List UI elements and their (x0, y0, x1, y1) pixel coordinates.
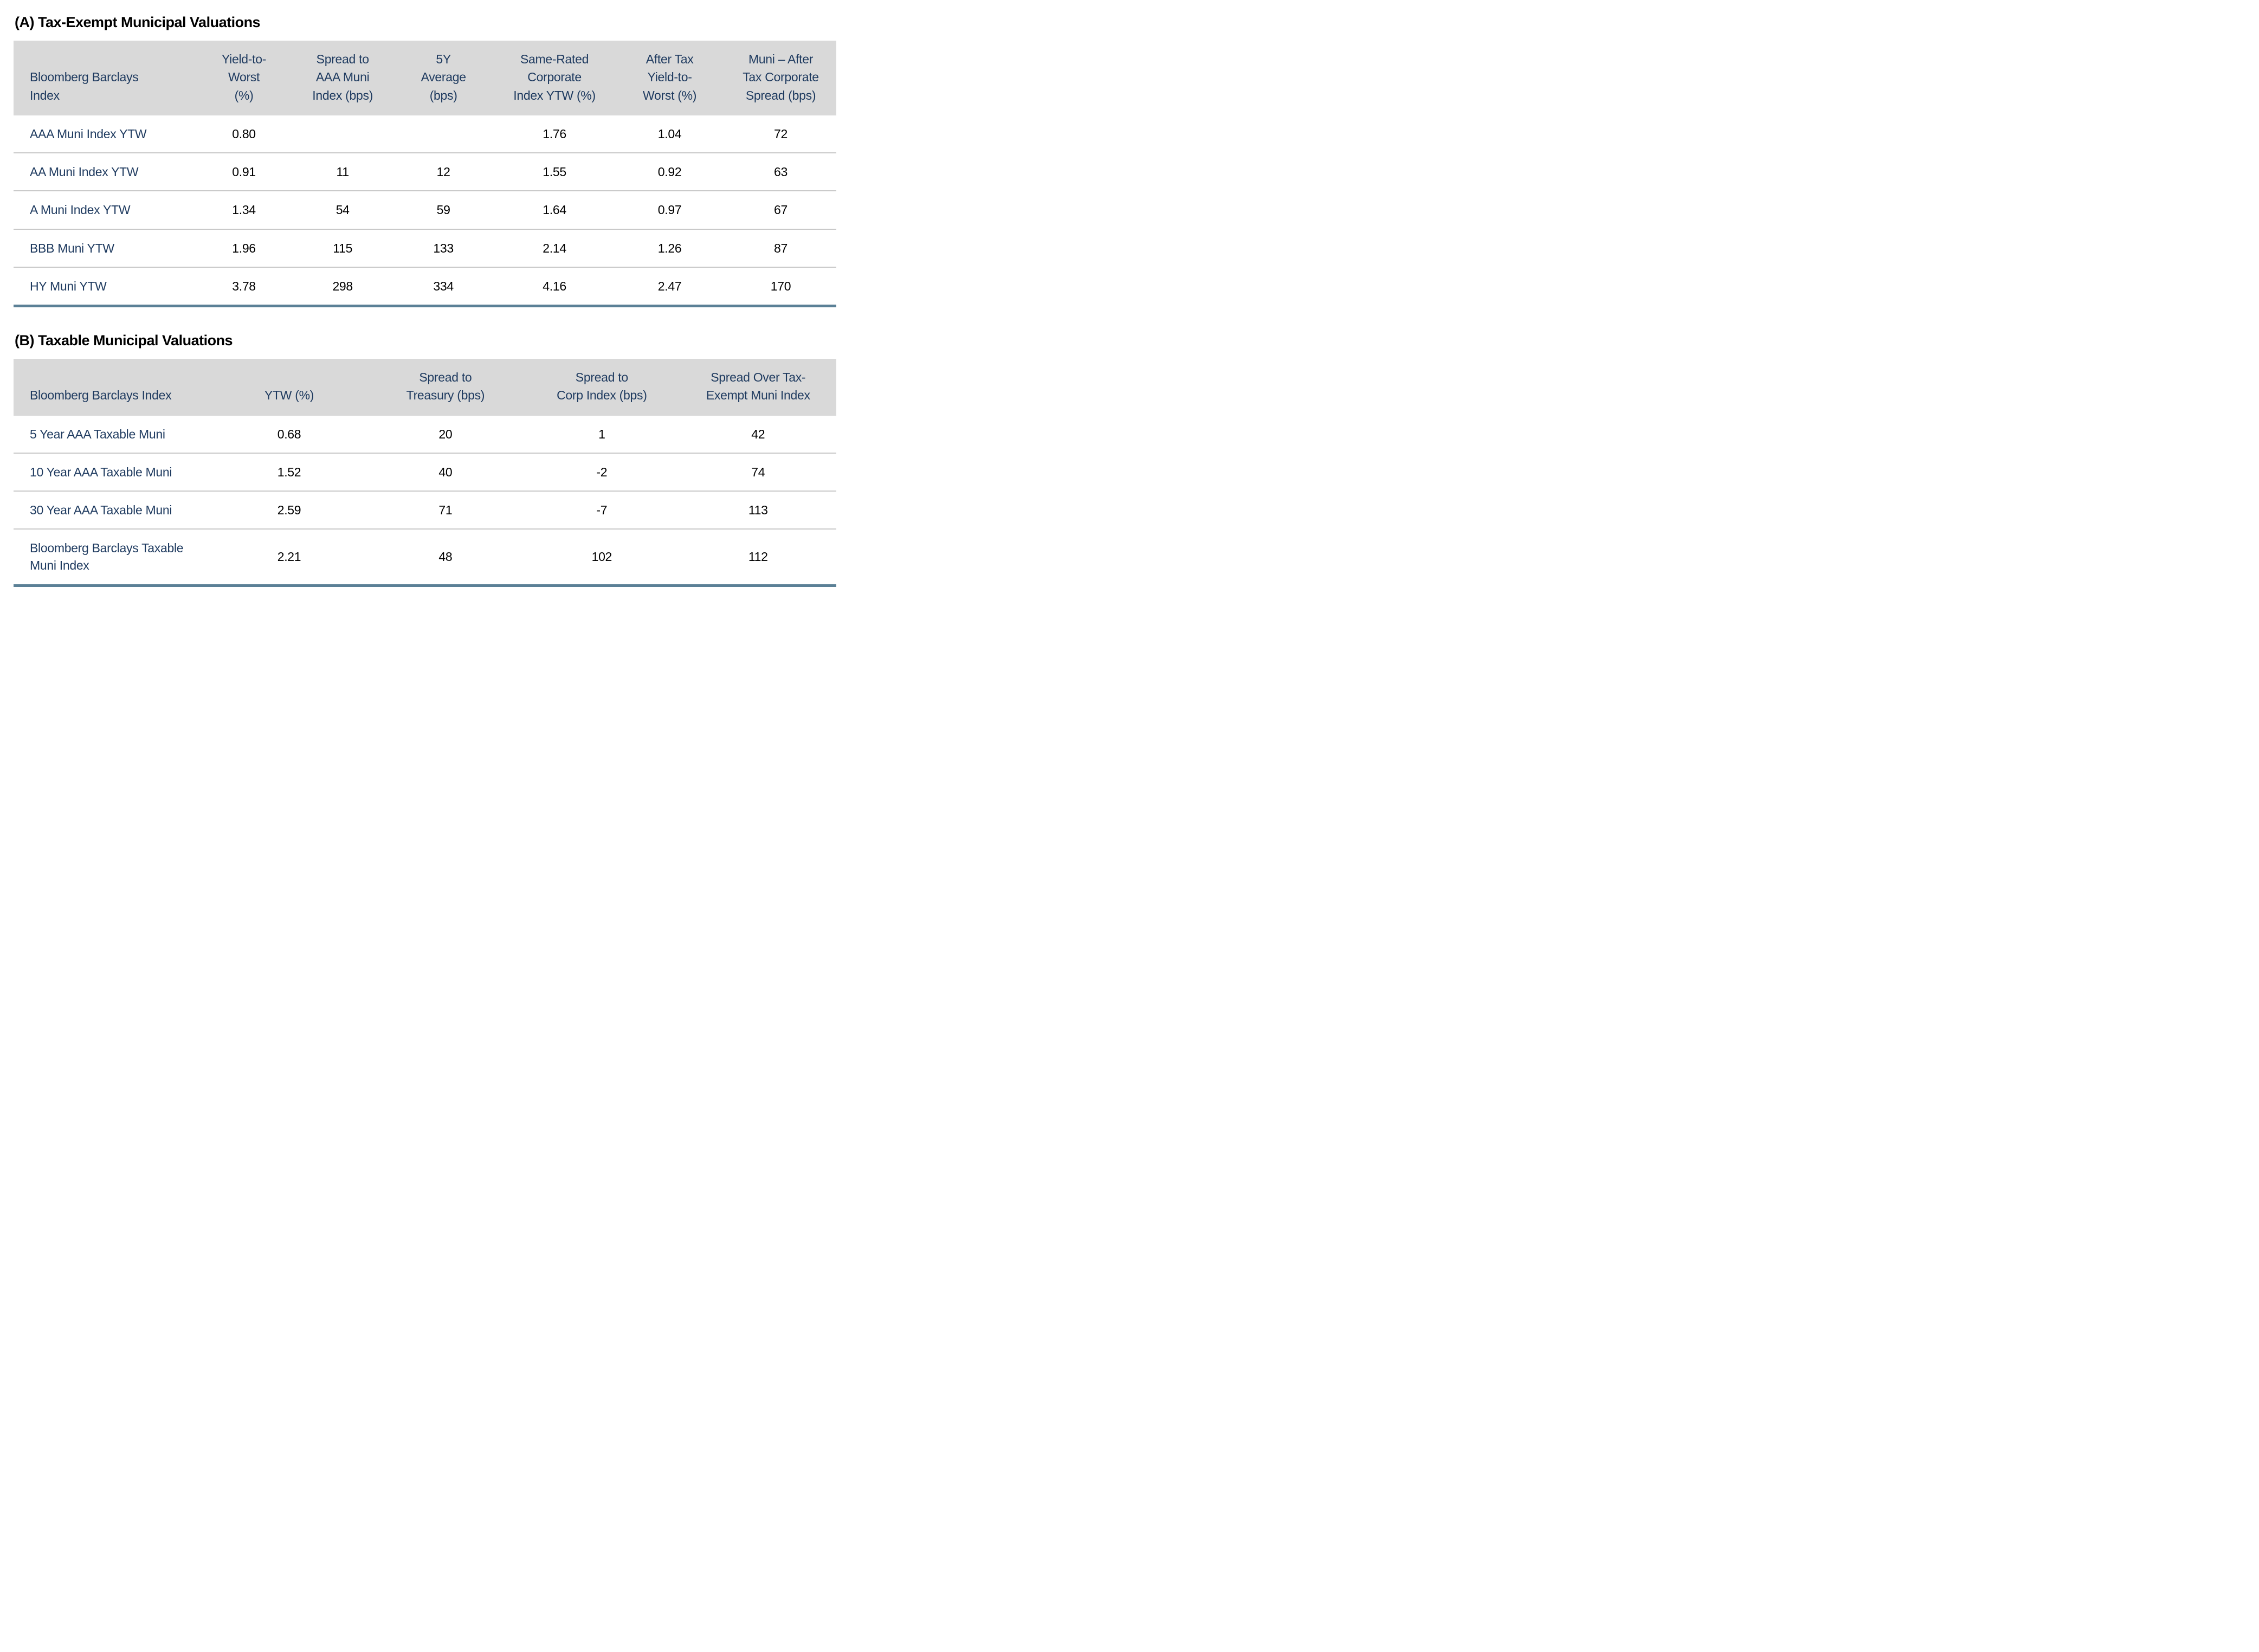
header-row: Bloomberg Barclays Index YTW (%) Spread to… (14, 358, 836, 416)
value-cell: 2.21 (211, 528, 367, 586)
value-cell: 72 (774, 127, 788, 141)
table-row: Bloomberg Barclays Taxable Muni Index 2.2… (14, 528, 836, 586)
value-cell: 1.26 (614, 228, 726, 267)
section-a-title: (A) Tax-Exempt Municipal Valuations (15, 14, 261, 30)
value-cell: 334 (392, 266, 495, 306)
value-cell: 298 (293, 266, 392, 306)
value-cell (392, 115, 495, 153)
value-cell: 2.14 (495, 228, 615, 267)
value-cell: 113 (680, 491, 836, 530)
value-cell: 2.47 (614, 266, 726, 306)
value-cell: -2 (524, 452, 680, 492)
exhibit-page: (A) Tax-Exempt Municipal Valuations Bloo… (0, 0, 850, 621)
value-cell: 112 (680, 528, 836, 586)
value-cell: 12 (392, 152, 495, 191)
index-label: A Muni Index YTW (14, 190, 195, 229)
value-cell (293, 115, 392, 153)
table-row: HY Muni YTW 3.78 298 334 4.16 2.47 170 (14, 266, 836, 306)
value-cell: 42 (751, 427, 765, 441)
taxable-valuations-table: Bloomberg Barclays Index YTW (%) Spread to… (14, 358, 836, 587)
index-label: HY Muni YTW (14, 266, 195, 306)
index-label: AAA Muni Index YTW (30, 127, 147, 141)
index-label: BBB Muni YTW (14, 228, 195, 267)
value-cell: 71 (367, 491, 524, 530)
table-row: AA Muni Index YTW 0.91 11 12 1.55 0.92 63 (14, 152, 836, 191)
value-cell: 1.96 (194, 228, 294, 267)
value-cell: 2.59 (211, 491, 367, 530)
value-cell: -7 (524, 491, 680, 530)
value-cell: 1.34 (194, 190, 294, 229)
value-cell: 3.78 (194, 266, 294, 306)
value-cell: 1.76 (543, 127, 566, 141)
index-label: Bloomberg Barclays Taxable Muni Index (14, 528, 211, 586)
column-header: 5Y Average (bps) (392, 41, 495, 116)
header-row: Bloomberg Barclays Index Yield-to- Worst … (14, 41, 836, 116)
section-tax-exempt: (A) Tax-Exempt Municipal Valuations Bloo… (14, 14, 836, 307)
column-header: Spread to AAA Muni Index (bps) (293, 41, 392, 116)
value-cell: 1 (598, 427, 605, 441)
value-cell: 170 (725, 266, 836, 306)
section-b-title: (B) Taxable Municipal Valuations (15, 332, 233, 349)
column-header: Muni – After Tax Corporate Spread (bps) (725, 41, 836, 116)
value-cell: 115 (293, 228, 392, 267)
column-header: Yield-to- Worst (%) (194, 41, 294, 116)
value-cell: 1.04 (657, 127, 682, 141)
table-row: 5 Year AAA Taxable Muni 0.68 20 1 42 (14, 416, 836, 453)
value-cell: 1.64 (495, 190, 615, 229)
column-header: YTW (%) (211, 358, 367, 416)
value-cell: 1.52 (211, 452, 367, 492)
index-label: AA Muni Index YTW (14, 152, 195, 191)
value-cell: 87 (725, 228, 836, 267)
index-column-header: Bloomberg Barclays Index (14, 358, 211, 416)
value-cell: 0.92 (614, 152, 726, 191)
value-cell: 0.91 (194, 152, 294, 191)
column-header: After Tax Yield-to- Worst (%) (614, 41, 726, 116)
value-cell: 67 (725, 190, 836, 229)
value-cell: 40 (367, 452, 524, 492)
table-row: A Muni Index YTW 1.34 54 59 1.64 0.97 67 (14, 190, 836, 229)
value-cell: 4.16 (495, 266, 615, 306)
value-cell: 102 (524, 528, 680, 586)
column-header: Spread Over Tax- Exempt Muni Index (680, 358, 836, 416)
table-row: AAA Muni Index YTW 0.80 1.76 1.04 72 (14, 115, 836, 153)
value-cell: 63 (725, 152, 836, 191)
index-label: 5 Year AAA Taxable Muni (30, 427, 165, 441)
index-label: 30 Year AAA Taxable Muni (14, 491, 211, 530)
value-cell: 0.68 (277, 427, 301, 441)
section-taxable: (B) Taxable Municipal Valuations Bloombe… (14, 332, 836, 587)
value-cell: 54 (293, 190, 392, 229)
value-cell: 48 (367, 528, 524, 586)
value-cell: 11 (293, 152, 392, 191)
table-row: 30 Year AAA Taxable Muni 2.59 71 -7 113 (14, 491, 836, 530)
column-header: Same-Rated Corporate Index YTW (%) (495, 41, 615, 116)
table-row: 10 Year AAA Taxable Muni 1.52 40 -2 74 (14, 452, 836, 492)
value-cell: 20 (438, 427, 453, 441)
value-cell: 0.97 (614, 190, 726, 229)
column-header: Spread to Corp Index (bps) (524, 358, 680, 416)
index-column-header: Bloomberg Barclays Index (14, 41, 195, 116)
table-row: BBB Muni YTW 1.96 115 133 2.14 1.26 87 (14, 228, 836, 267)
index-label: 10 Year AAA Taxable Muni (14, 452, 211, 492)
value-cell: 74 (680, 452, 836, 492)
column-header: Spread to Treasury (bps) (367, 358, 524, 416)
value-cell: 1.55 (495, 152, 615, 191)
value-cell: 133 (392, 228, 495, 267)
value-cell: 59 (392, 190, 495, 229)
value-cell: 0.80 (232, 127, 256, 141)
tax-exempt-valuations-table: Bloomberg Barclays Index Yield-to- Worst … (14, 41, 836, 307)
